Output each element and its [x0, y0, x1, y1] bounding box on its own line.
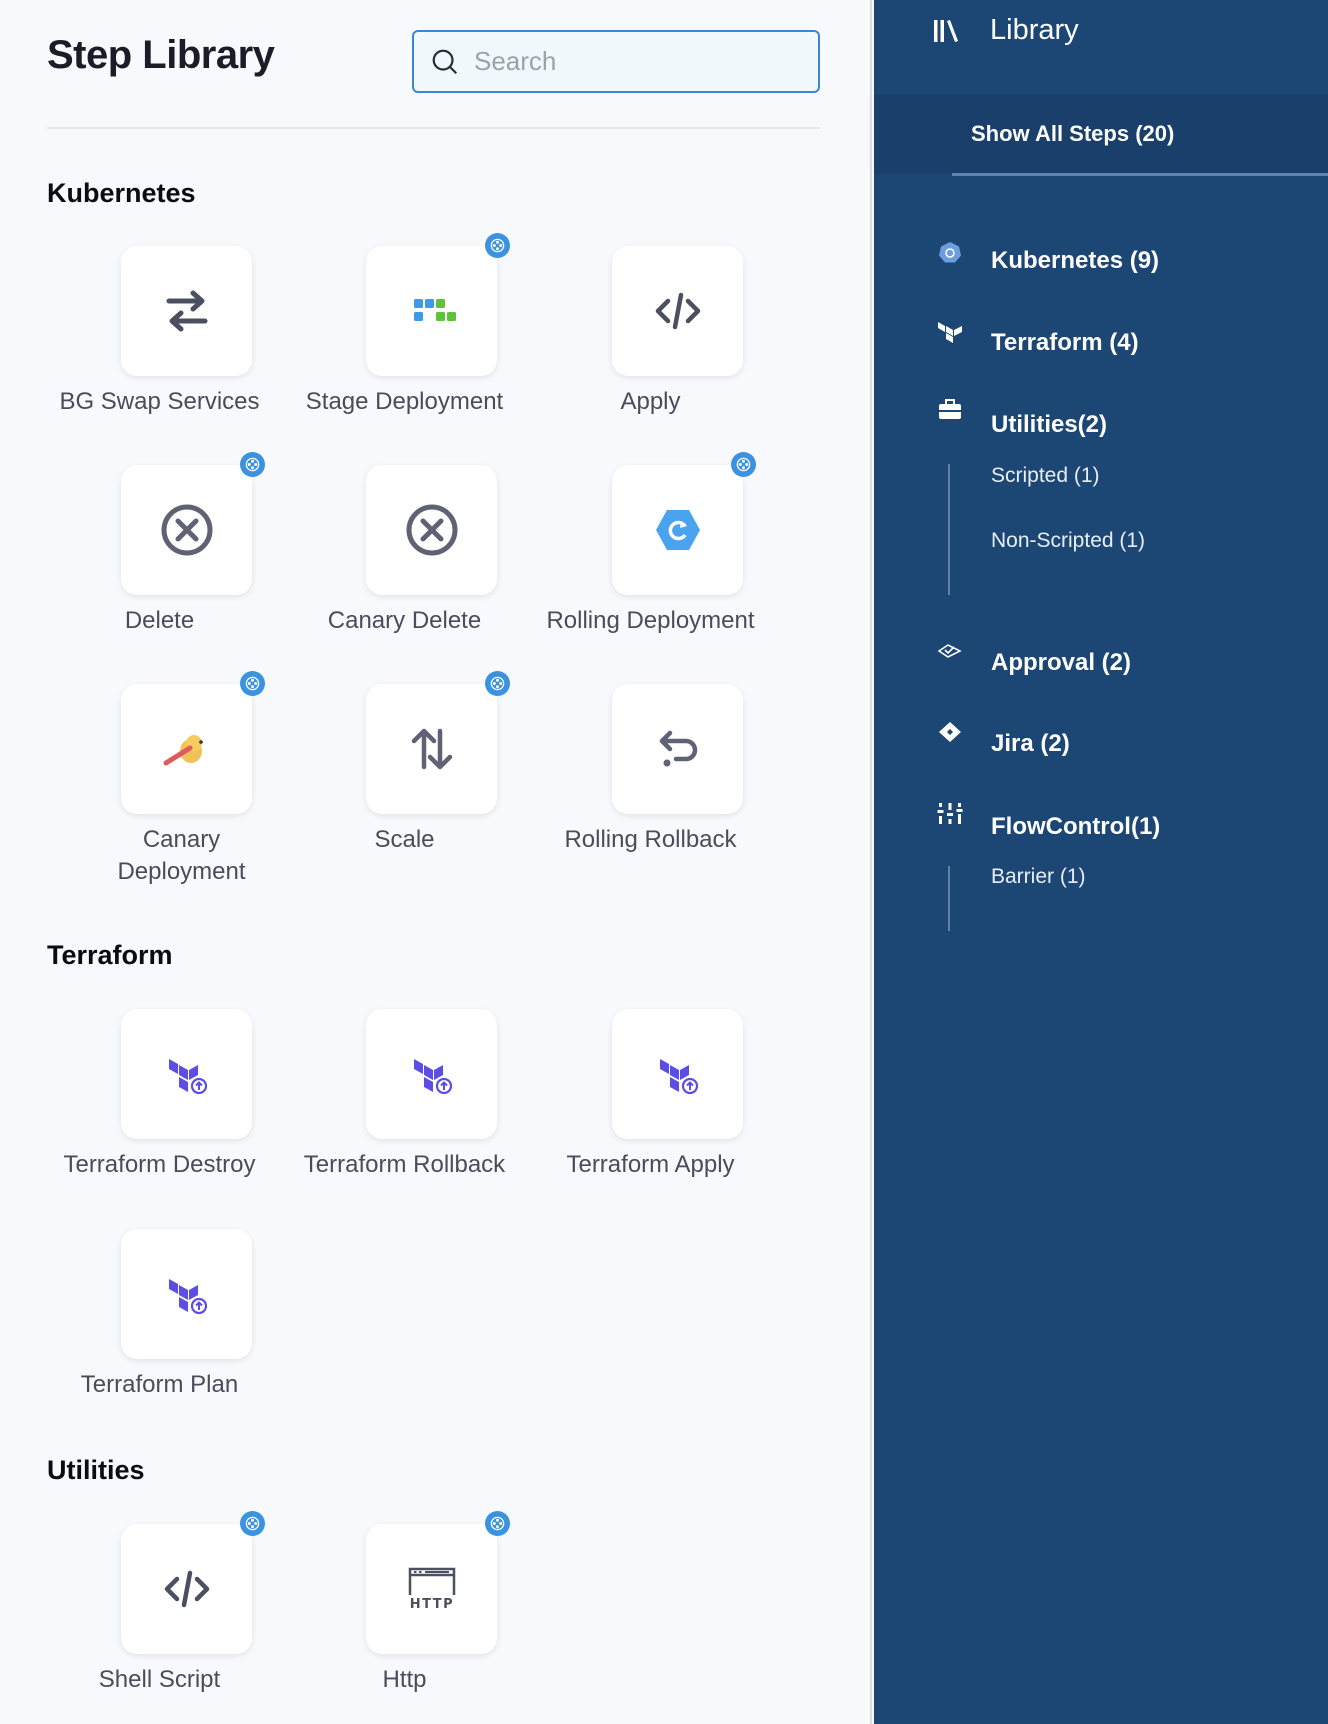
step-label: Delete: [124, 607, 195, 634]
library-title: Library: [990, 14, 1079, 46]
search-icon: [432, 49, 458, 74]
toolbox-icon: [939, 399, 961, 419]
http-icon: HTTP: [408, 1567, 455, 1612]
step-label: Rolling Deployment: [546, 607, 755, 634]
nav-terraform[interactable]: Terraform (4): [991, 329, 1139, 356]
nav-utilities[interactable]: Utilities(2): [991, 411, 1108, 438]
section-heading-kubernetes: Kubernetes: [47, 178, 196, 208]
step-label: Scale: [374, 826, 435, 853]
code-icon: [164, 1570, 209, 1608]
step-card-rolling-deployment[interactable]: Rolling Deployment: [546, 452, 756, 634]
template-badge-icon: [731, 452, 756, 477]
library-icon: [934, 19, 958, 42]
library-header: Library: [932, 14, 1079, 47]
terraform-icon: [168, 1279, 207, 1315]
section-heading-utilities: Utilities: [47, 1455, 145, 1485]
nav-scripted[interactable]: Scripted (1): [991, 464, 1100, 487]
tree-line: [948, 464, 950, 595]
step-card-canary-delete[interactable]: Canary Delete: [328, 465, 497, 634]
code-icon: [655, 292, 700, 330]
template-badge-icon: [240, 1511, 265, 1536]
jira-icon: [939, 722, 961, 742]
step-label: Apply: [620, 388, 681, 415]
template-badge-icon: [485, 1511, 510, 1536]
step-label: Shell Script: [98, 1666, 221, 1693]
library-sidebar: Library Show All Steps (20) Kubernetes (…: [874, 0, 1328, 1724]
active-indicator: [952, 173, 1328, 176]
step-label: Terraform Apply: [566, 1151, 735, 1178]
circle-x-icon: [161, 504, 212, 556]
step-label: BG Swap Services: [59, 388, 260, 415]
step-card-bg-swap-services[interactable]: BG Swap Services: [59, 246, 260, 415]
nav-kubernetes[interactable]: Kubernetes (9): [991, 247, 1160, 274]
show-all-steps[interactable]: Show All Steps (20): [874, 94, 1328, 174]
terraform-icon: [938, 322, 962, 343]
step-card-terraform-destroy[interactable]: Terraform Destroy: [63, 1009, 256, 1178]
swap-arrows-icon: [166, 290, 207, 332]
divider: [47, 127, 820, 129]
step-card-delete[interactable]: Delete: [121, 452, 265, 634]
nav-jira[interactable]: Jira (2): [991, 730, 1070, 757]
approval-icon: [937, 644, 962, 658]
section-heading-terraform: Terraform: [47, 940, 173, 970]
step-label: Rolling Rollback: [564, 826, 737, 853]
step-card-http[interactable]: HTTP Http: [366, 1511, 510, 1693]
search-field[interactable]: [412, 30, 820, 93]
step-label: Canary Deployment: [117, 826, 246, 885]
terraform-icon: [659, 1059, 698, 1095]
step-label: Stage Deployment: [305, 388, 504, 415]
undo-arrow-icon: [659, 730, 697, 767]
step-card-terraform-apply[interactable]: Terraform Apply: [566, 1009, 743, 1178]
template-badge-icon: [485, 233, 510, 258]
sliders-icon: [937, 803, 963, 824]
nav-barrier[interactable]: Barrier (1): [991, 865, 1086, 888]
step-card-terraform-rollback[interactable]: Terraform Rollback: [304, 1009, 505, 1178]
step-label: Http: [382, 1666, 427, 1693]
step-card-stage-deployment[interactable]: Stage Deployment: [306, 233, 510, 415]
canary-bird-icon: [163, 735, 203, 766]
nav-non-scripted[interactable]: Non-Scripted (1): [991, 529, 1146, 552]
step-card-terraform-plan[interactable]: Terraform Plan: [81, 1229, 252, 1398]
nav-flowcontrol[interactable]: FlowControl(1): [991, 813, 1161, 840]
terraform-icon: [168, 1059, 207, 1095]
hexagon-refresh-icon: [655, 510, 700, 550]
step-card-scale[interactable]: Scale: [366, 671, 510, 853]
step-card-canary-deployment[interactable]: Canary Deployment: [117, 671, 265, 885]
stage-deployment-icon: [413, 299, 456, 321]
search-input[interactable]: [474, 46, 794, 77]
template-badge-icon: [240, 671, 265, 696]
kubernetes-icon: [939, 242, 961, 263]
step-label: Terraform Destroy: [63, 1151, 256, 1178]
tree-line: [948, 866, 950, 931]
step-label: Canary Delete: [327, 607, 482, 634]
nav-approval[interactable]: Approval (2): [991, 649, 1132, 676]
circle-x-icon: [406, 504, 457, 556]
step-card-apply[interactable]: Apply: [612, 246, 743, 415]
step-label: Terraform Plan: [80, 1371, 239, 1398]
step-library-panel: Step Library Kubernetes BG Swap Services S…: [47, 0, 872, 1724]
svg-text:HTTP: HTTP: [409, 1597, 453, 1612]
template-badge-icon: [240, 452, 265, 477]
template-badge-icon: [485, 671, 510, 696]
step-card-shell-script[interactable]: Shell Script: [99, 1511, 265, 1693]
page-title: Step Library: [47, 33, 275, 77]
terraform-icon: [413, 1059, 452, 1095]
step-label: Terraform Rollback: [303, 1151, 506, 1178]
up-down-arrows-icon: [411, 728, 452, 770]
step-card-rolling-rollback[interactable]: Rolling Rollback: [564, 684, 743, 853]
